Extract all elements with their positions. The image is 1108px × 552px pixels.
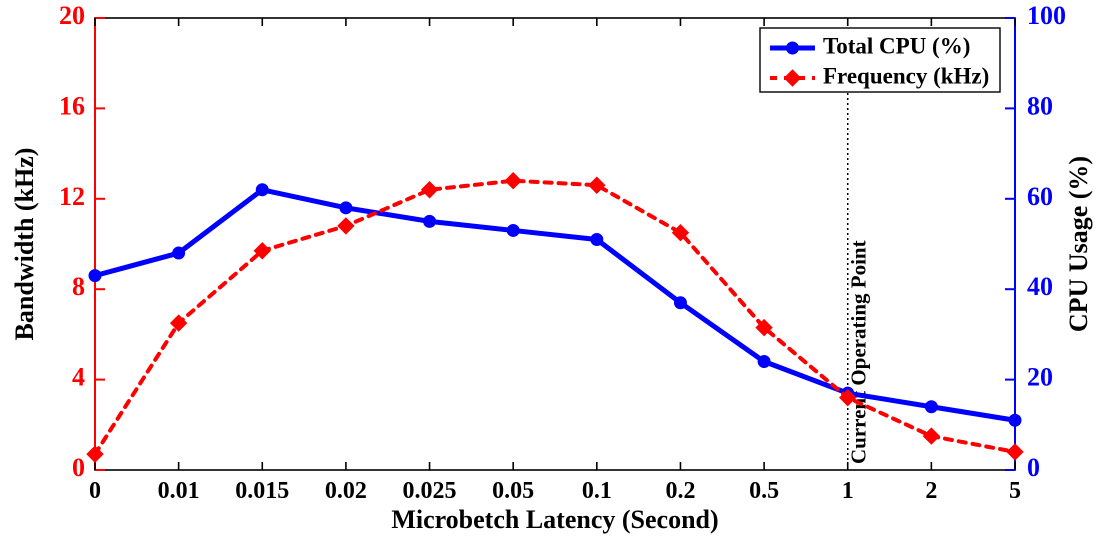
y-right-tick-label: 80	[1027, 91, 1053, 120]
y-left-tick-label: 12	[59, 182, 85, 211]
chart-container: 04812162002040608010000.010.0150.020.025…	[0, 0, 1108, 552]
operating-point-label: Current Operating Point	[847, 240, 871, 464]
y-right-axis-label: CPU Usage (%)	[1064, 156, 1093, 332]
x-tick-label: 0.025	[403, 478, 457, 504]
x-tick-label: 0.015	[235, 478, 289, 504]
legend-entry-label: Frequency (kHz)	[823, 63, 989, 88]
x-axis-label: Microbetch Latency (Second)	[391, 505, 718, 534]
x-tick-label: 2	[925, 478, 937, 504]
x-tick-label: 0.1	[582, 478, 612, 504]
x-tick-label: 1	[842, 478, 854, 504]
x-tick-label: 0.02	[325, 478, 367, 504]
y-left-tick-label: 16	[59, 91, 85, 120]
y-right-tick-label: 40	[1027, 272, 1053, 301]
x-tick-label: 0.01	[158, 478, 200, 504]
x-tick-label: 0.2	[665, 478, 695, 504]
x-tick-label: 0	[89, 478, 101, 504]
dual-axis-line-chart: 04812162002040608010000.010.0150.020.025…	[0, 0, 1108, 552]
x-tick-label: 0.5	[749, 478, 779, 504]
y-right-tick-label: 100	[1027, 1, 1066, 30]
y-right-tick-label: 0	[1027, 453, 1040, 482]
legend-entry-label: Total CPU (%)	[823, 33, 970, 58]
y-right-tick-label: 60	[1027, 182, 1053, 211]
x-tick-label: 5	[1009, 478, 1021, 504]
y-left-tick-label: 8	[72, 272, 85, 301]
y-left-tick-label: 0	[72, 453, 85, 482]
y-left-tick-label: 20	[59, 1, 85, 30]
x-tick-label: 0.05	[492, 478, 534, 504]
y-left-tick-label: 4	[72, 363, 85, 392]
y-right-tick-label: 20	[1027, 363, 1053, 392]
y-left-axis-label: Bandwidth (kHz)	[10, 148, 39, 341]
